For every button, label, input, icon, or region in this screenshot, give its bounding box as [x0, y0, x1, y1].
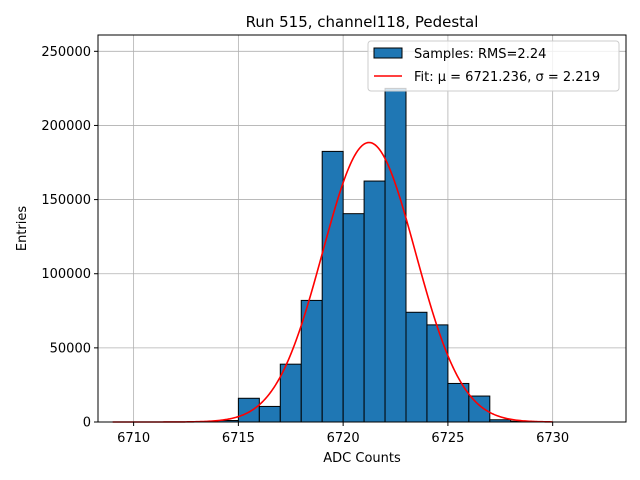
x-tick-label: 6715 [222, 431, 255, 446]
y-tick-label: 50000 [50, 341, 91, 356]
y-axis-label: Entries [15, 206, 30, 252]
histogram-bar [468, 395, 491, 423]
axis-ticks: 6710 6715 6720 6725 6730 0 50000 100000 150000 20… [41, 45, 569, 446]
x-tick-label: 6730 [536, 431, 569, 446]
histogram-bar [384, 87, 407, 423]
chart-title: Run 515, channel118, Pedestal [246, 13, 479, 31]
legend: Samples: RMS=2.24 Fit: μ = 6721.236, σ =… [367, 40, 620, 92]
legend-box [367, 40, 620, 92]
legend-swatch-samples [373, 47, 403, 59]
legend-label-fit: Fit: μ = 6721.236, σ = 2.219 [414, 70, 600, 85]
histogram-bar [300, 299, 323, 423]
y-tick-label: 250000 [41, 45, 91, 60]
histogram-bar [342, 213, 365, 423]
x-tick-label: 6710 [117, 431, 150, 446]
histogram-bar [426, 324, 449, 423]
y-tick-label: 0 [83, 416, 91, 431]
legend-label-samples: Samples: RMS=2.24 [414, 47, 546, 62]
histogram-bar [258, 405, 281, 423]
y-tick-label: 100000 [41, 267, 91, 282]
histogram-bar [363, 180, 386, 423]
y-tick-label: 200000 [41, 119, 91, 134]
x-tick-label: 6720 [327, 431, 360, 446]
histogram-bar [237, 397, 260, 423]
x-axis-label: ADC Counts [323, 451, 401, 466]
histogram-bar [279, 363, 302, 423]
histogram-bar [405, 311, 428, 423]
x-tick-label: 6725 [431, 431, 464, 446]
plot-frame [97, 34, 627, 423]
y-tick-label: 150000 [41, 193, 91, 208]
